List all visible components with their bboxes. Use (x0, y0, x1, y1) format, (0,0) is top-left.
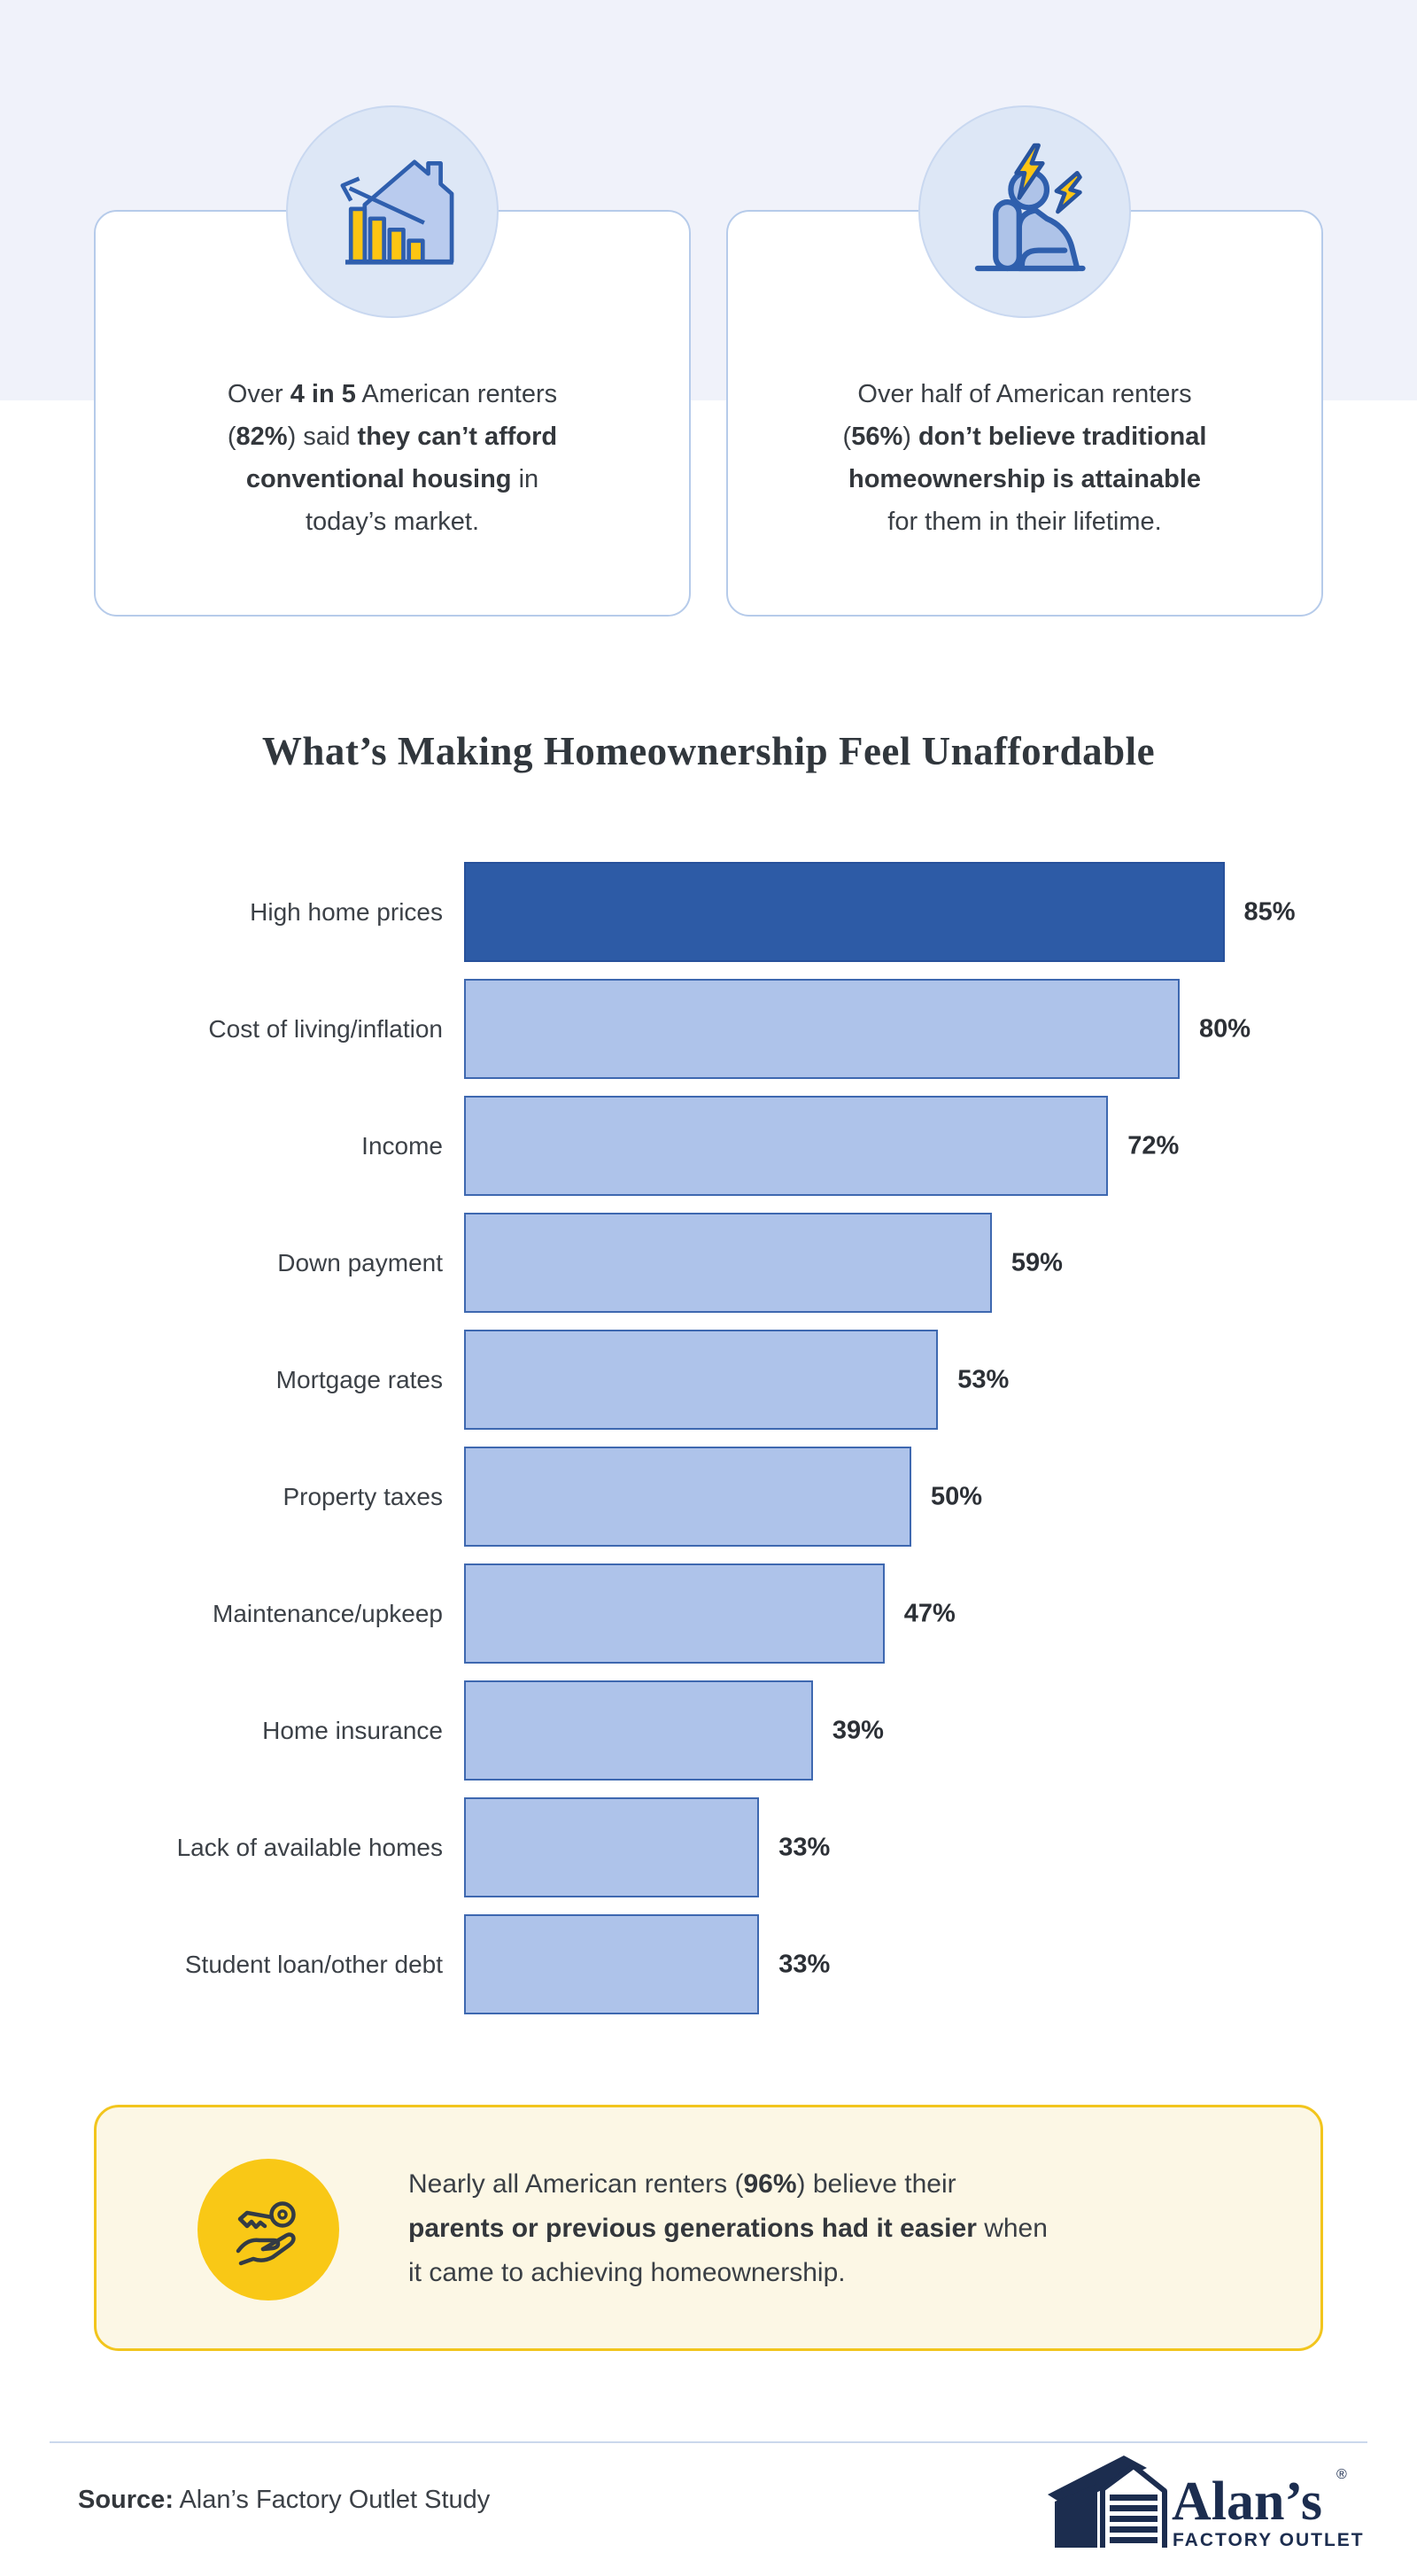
bar-value-label: 53% (957, 1365, 1010, 1393)
bar-value-label: 85% (1243, 897, 1296, 926)
bar-track: 53% (464, 1330, 1359, 1430)
bar-income (464, 1096, 1109, 1196)
callout-box: Nearly all American renters (96%) believ… (94, 2105, 1323, 2351)
stat-card-cant-afford: Over 4 in 5 American renters (82%) said … (94, 105, 691, 617)
bar-category-label: Home insurance (262, 1716, 443, 1744)
bar-cost-of-living (464, 979, 1180, 1079)
key-in-hand-icon (236, 2201, 296, 2266)
bar-value-label: 80% (1199, 1014, 1251, 1043)
bar-category-label: Maintenance/upkeep (213, 1599, 443, 1627)
callout-text: Nearly all American renters (96%) believ… (408, 2169, 1048, 2287)
bar-track: 33% (464, 1797, 1359, 1897)
logo-tagline: FACTORY OUTLET (1173, 2530, 1365, 2550)
stressed-person-icon (974, 143, 1086, 272)
bar-track: 59% (464, 1213, 1359, 1313)
source-line: Source: Alan’s Factory Outlet Study (78, 2486, 490, 2515)
bar-category-label: Student loan/other debt (184, 1950, 443, 1978)
bar-track: 80% (464, 979, 1359, 1079)
bar-row: Down payment 59% (21, 1213, 1396, 1313)
bar-value-label: 33% (778, 1950, 831, 1978)
bar-lack-of-homes (464, 1797, 760, 1897)
bar-category-label: Property taxes (283, 1482, 443, 1510)
bar-category-label: Income (361, 1131, 443, 1160)
bar-category-label: Down payment (277, 1248, 443, 1276)
bar-row: Maintenance/upkeep 47% (21, 1563, 1396, 1664)
bar-track: 85% (464, 862, 1359, 962)
bar-down-payment (464, 1213, 992, 1313)
stat-card-not-attainable: Over half of American renters (56%) don’… (726, 105, 1323, 617)
bar-row: Student loan/other debt 33% (21, 1914, 1396, 2014)
bar-track: 50% (464, 1447, 1359, 1547)
bar-track: 33% (464, 1914, 1359, 2014)
bar-student-loan (464, 1914, 760, 2014)
bar-row: Mortgage rates 53% (21, 1330, 1396, 1430)
bar-track: 72% (464, 1096, 1359, 1196)
bar-category-label: Lack of available homes (176, 1833, 443, 1861)
bar-value-label: 47% (903, 1599, 956, 1627)
stressed-person-icon-circle (918, 105, 1131, 318)
house-chart-icon-circle (286, 105, 499, 318)
footer-divider (50, 2441, 1367, 2443)
bar-row: High home prices 85% (21, 862, 1396, 962)
logo-registered-mark: ® (1336, 2467, 1347, 2482)
bar-maintenance (464, 1563, 885, 1664)
bar-high-home-prices (464, 862, 1225, 962)
bar-mortgage-rates (464, 1330, 939, 1430)
bar-row: Income 72% (21, 1096, 1396, 1196)
house-chart-decline-icon (340, 159, 454, 265)
bar-category-label: Cost of living/inflation (208, 1014, 443, 1043)
bar-track: 47% (464, 1563, 1359, 1664)
bar-row: Lack of available homes 33% (21, 1797, 1396, 1897)
alans-factory-outlet-logo-graphic: Alan’s ® FACTORY OUTLET (1048, 2456, 1365, 2550)
bar-row: Cost of living/inflation 80% (21, 979, 1396, 1079)
bar-chart: High home prices 85% Cost of living/infl… (21, 862, 1396, 2031)
stat-card-text: Over 4 in 5 American renters (82%) said … (227, 380, 558, 536)
source-text: Alan’s Factory Outlet Study (173, 2486, 491, 2514)
bar-value-label: 39% (832, 1716, 884, 1744)
bar-track: 39% (464, 1680, 1359, 1781)
bar-category-label: Mortgage rates (275, 1365, 443, 1393)
bar-value-label: 59% (1010, 1248, 1063, 1276)
key-in-hand-icon-circle (197, 2159, 339, 2301)
bar-row: Home insurance 39% (21, 1680, 1396, 1781)
bar-category-label: High home prices (250, 897, 443, 926)
bar-property-taxes (464, 1447, 911, 1547)
stat-card-text: Over half of American renters (56%) don’… (842, 380, 1207, 536)
logo-name: Alan’s (1172, 2471, 1322, 2532)
source-label: Source: (78, 2486, 174, 2514)
bar-row: Property taxes 50% (21, 1447, 1396, 1547)
bar-value-label: 72% (1127, 1131, 1180, 1160)
bar-value-label: 50% (931, 1482, 983, 1510)
bar-value-label: 33% (778, 1833, 831, 1861)
alans-factory-outlet-logo: Alan’s ® FACTORY OUTLET (1048, 2445, 1367, 2557)
chart-title: What’s Making Homeownership Feel Unaffor… (261, 729, 1156, 773)
bar-home-insurance (464, 1680, 813, 1781)
